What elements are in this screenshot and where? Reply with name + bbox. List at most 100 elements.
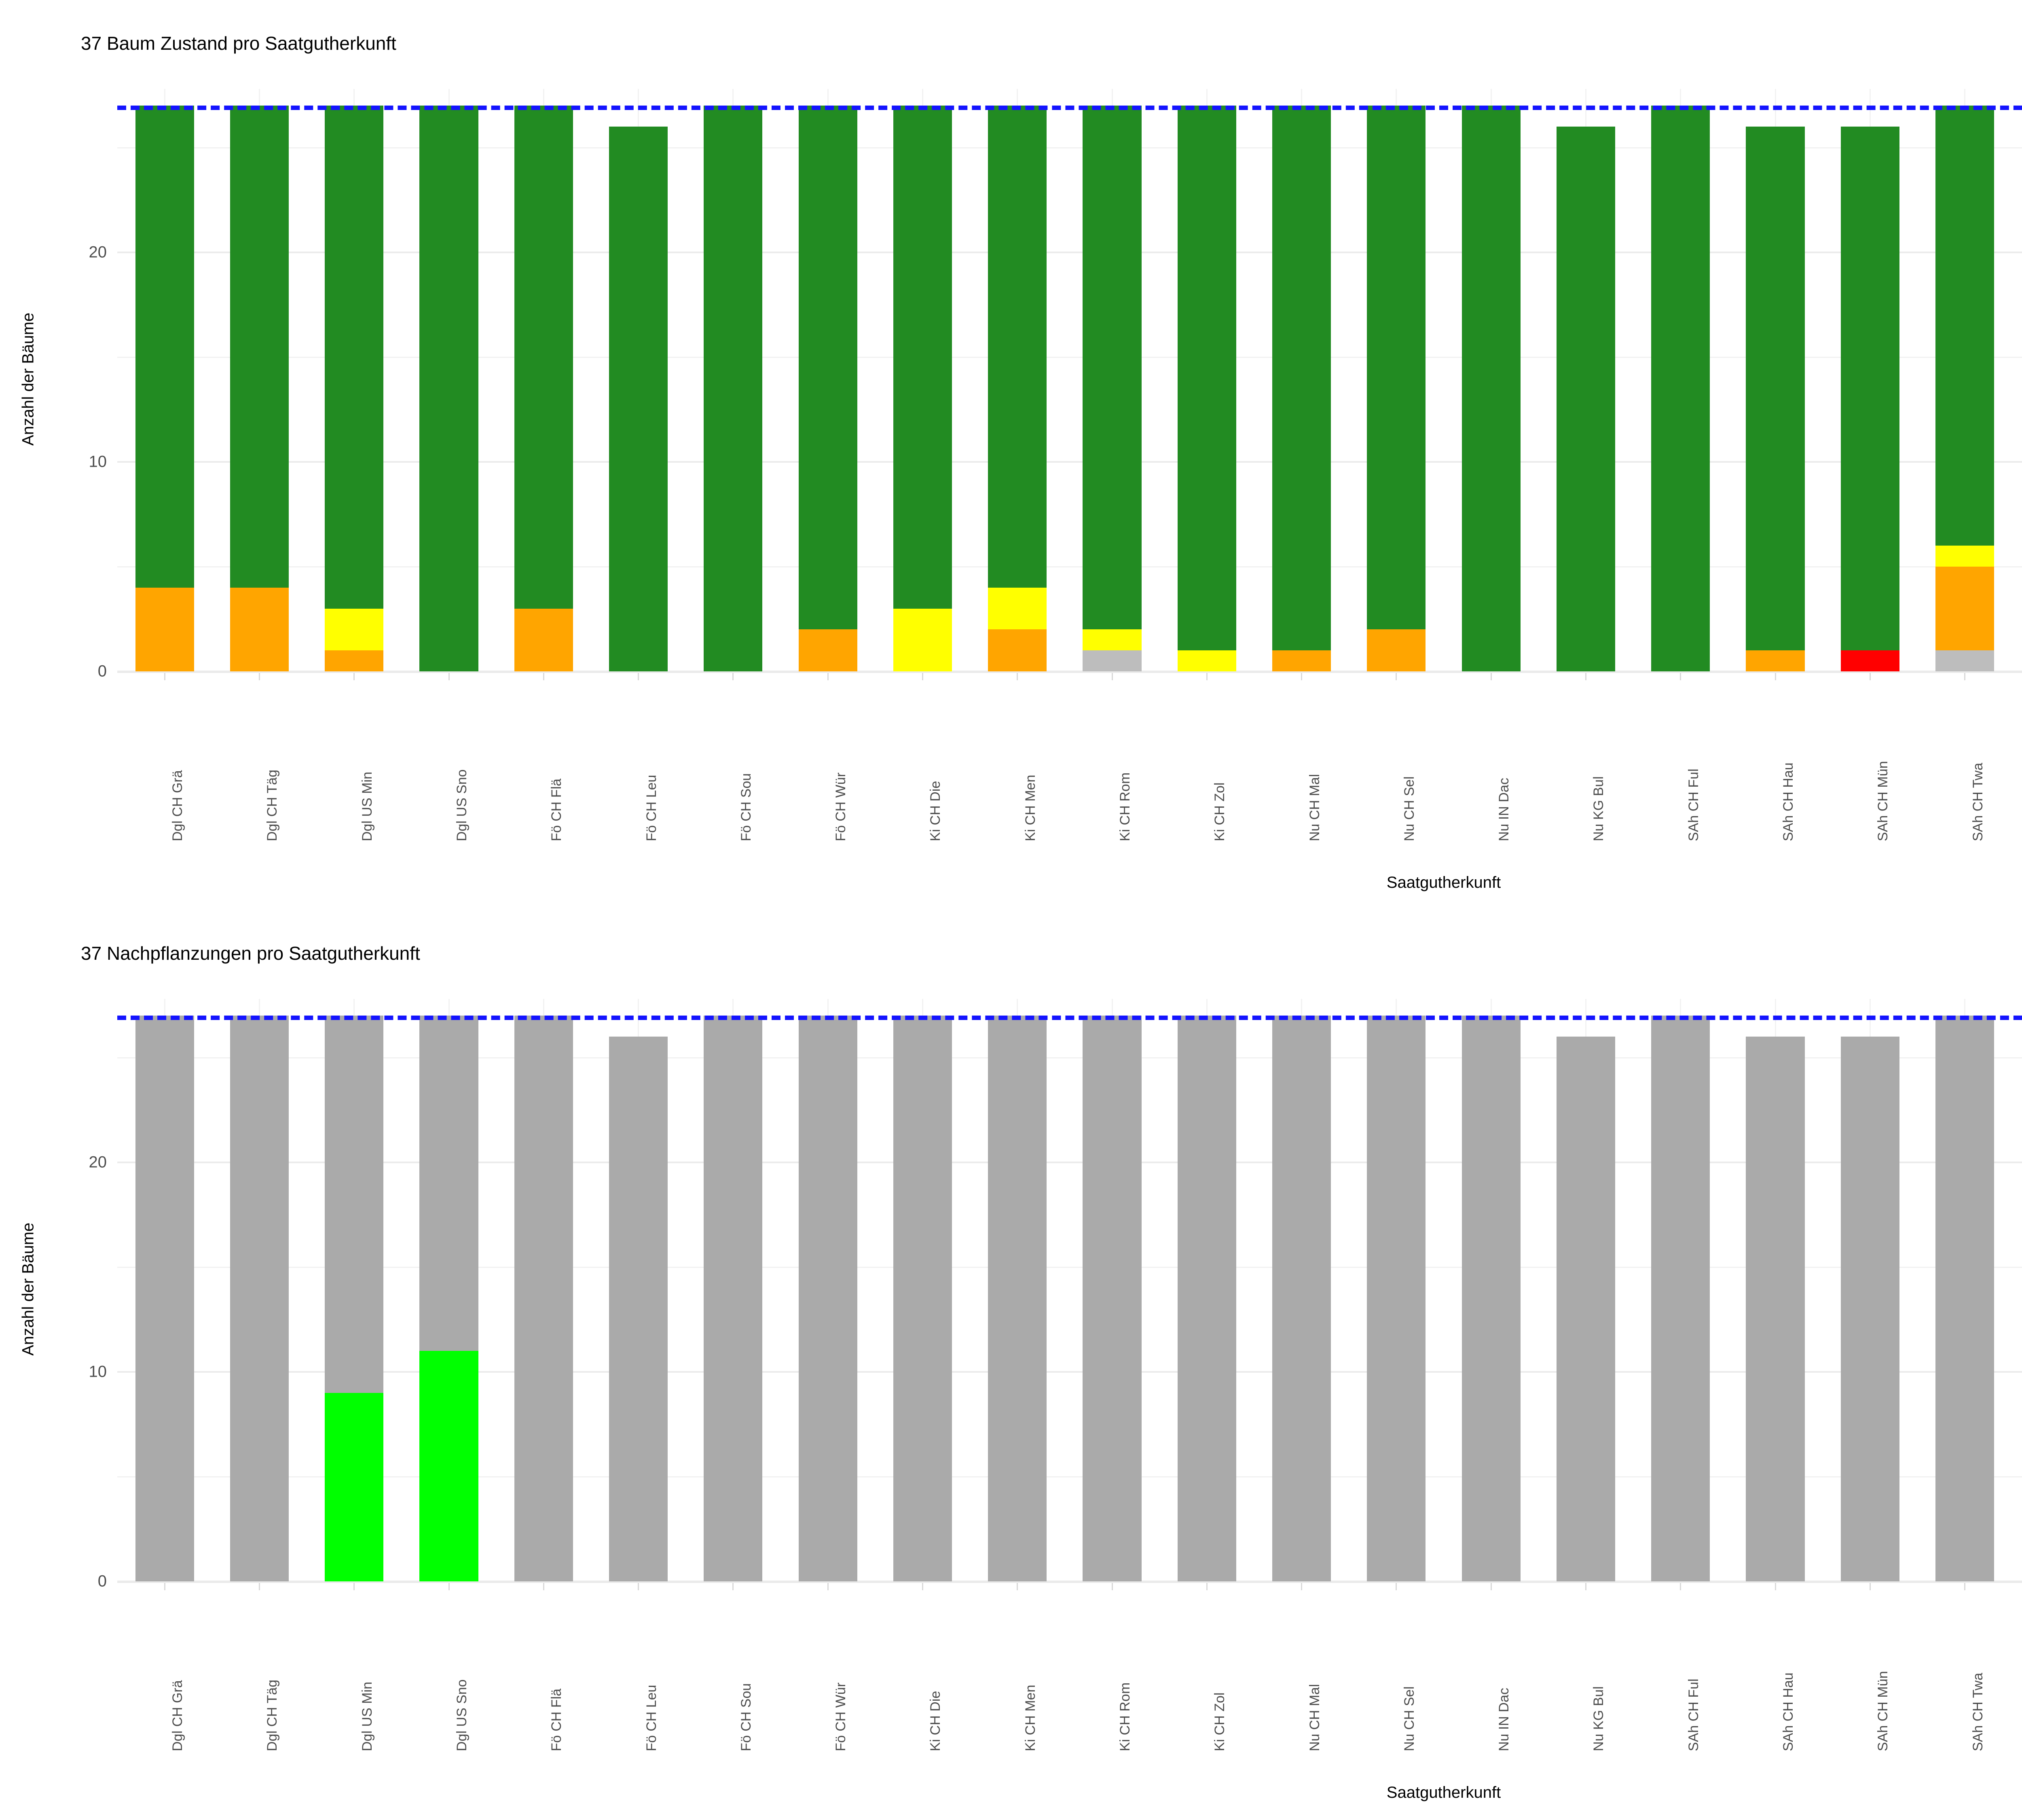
bar-segment: [514, 106, 573, 609]
bar-segment: [1746, 127, 1805, 651]
x-tick-mark: [1490, 673, 1492, 680]
bar-4[interactable]: [514, 89, 573, 671]
x-tick-mark: [1585, 1583, 1586, 1590]
bar-segment: [419, 1016, 478, 1351]
chart-panel-baum-zustand: 37 Baum Zustand pro Saatgutherkunft Anza…: [19, 33, 2022, 891]
x-tick-label-1: Dgl CH Täg: [264, 770, 280, 841]
x-tick-label-13: Nu CH Sel: [1401, 776, 1417, 841]
x-tick-label-2: Dgl US Min: [359, 1682, 375, 1751]
x-tick-label-10: Ki CH Rom: [1117, 1682, 1133, 1751]
bar-segment: [1840, 1037, 1899, 1581]
x-tick-label-15: Nu KG Bul: [1591, 776, 1607, 841]
bar-segment: [1935, 1016, 1995, 1581]
bar-14[interactable]: [1462, 999, 1521, 1581]
bar-8[interactable]: [893, 89, 952, 671]
bar-14[interactable]: [1462, 89, 1521, 671]
bar-segment: [135, 587, 194, 671]
bar-segment: [1083, 629, 1142, 651]
x-tick-label-16: SAh CH Ful: [1686, 1678, 1701, 1752]
bar-9[interactable]: [988, 89, 1047, 671]
bar-11[interactable]: [1177, 89, 1236, 671]
bar-6[interactable]: [704, 999, 763, 1581]
bar-0[interactable]: [135, 89, 194, 671]
bar-12[interactable]: [1272, 89, 1331, 671]
bar-11[interactable]: [1177, 999, 1236, 1581]
bar-13[interactable]: [1367, 999, 1426, 1581]
x-tick-mark: [638, 673, 639, 680]
x-tick-mark: [1301, 673, 1303, 680]
y-gridline-minor: [117, 566, 2022, 567]
y-gridline: [117, 1162, 2022, 1164]
bar-2[interactable]: [325, 999, 384, 1581]
x-tick-label-0: Dgl CH Grä: [170, 770, 186, 841]
x-tick-label-4: Fö CH Flä: [549, 779, 565, 841]
x-axis-line: [117, 671, 2022, 673]
x-tick-mark: [1301, 1583, 1303, 1590]
chart-panel-nachpflanzungen: 37 Nachpflanzungen pro Saatgutherkunft A…: [0, 910, 2022, 1820]
bar-segment: [135, 106, 194, 588]
bar-9[interactable]: [988, 999, 1047, 1581]
y-tick-label: 10: [89, 1363, 107, 1381]
bar-15[interactable]: [1556, 999, 1616, 1581]
x-tick-mark: [1585, 673, 1586, 680]
bar-3[interactable]: [419, 999, 478, 1581]
bar-segment: [1083, 650, 1142, 671]
bar-16[interactable]: [1651, 89, 1710, 671]
bar-18[interactable]: [1840, 999, 1899, 1581]
bar-5[interactable]: [609, 999, 668, 1581]
x-tick-label-16: SAh CH Ful: [1686, 768, 1701, 842]
bar-10[interactable]: [1083, 999, 1142, 1581]
y-gridline: [117, 252, 2022, 254]
bar-3[interactable]: [419, 89, 478, 671]
bar-segment: [1840, 127, 1899, 651]
x-tick-mark: [1680, 1583, 1681, 1590]
x-tick-mark: [732, 1583, 734, 1590]
bar-5[interactable]: [609, 89, 668, 671]
bar-segment: [1177, 1016, 1236, 1581]
x-tick-label-7: Fö CH Wür: [833, 1682, 849, 1751]
bar-segment: [988, 587, 1047, 630]
bar-segment: [514, 608, 573, 671]
bar-1[interactable]: [230, 89, 289, 671]
bar-15[interactable]: [1556, 89, 1616, 671]
x-tick-mark: [1490, 1583, 1492, 1590]
bar-1[interactable]: [230, 999, 289, 1581]
bar-segment: [1935, 650, 1995, 671]
bar-segment: [514, 1016, 573, 1581]
x-tick-mark: [1396, 1583, 1397, 1590]
bar-12[interactable]: [1272, 999, 1331, 1581]
bar-7[interactable]: [798, 999, 857, 1581]
bar-4[interactable]: [514, 999, 573, 1581]
x-tick-mark: [258, 1583, 260, 1590]
bar-segment: [1367, 629, 1426, 671]
x-tick-mark: [922, 673, 923, 680]
bar-7[interactable]: [798, 89, 857, 671]
x-tick-label-9: Ki CH Men: [1022, 775, 1038, 841]
bar-16[interactable]: [1651, 999, 1710, 1581]
bar-segment: [798, 629, 857, 671]
plot-area-nachpflanzungen: 0 10 20 Dgl CH Grä Dgl CH Täg Dgl US Min Dgl U…: [89, 999, 2022, 1751]
bar-17[interactable]: [1746, 999, 1805, 1581]
bar-19[interactable]: [1935, 89, 1995, 671]
bar-13[interactable]: [1367, 89, 1426, 671]
bar-18[interactable]: [1840, 89, 1899, 671]
x-axis-label-bottom: Saatgutherkunft: [1386, 1784, 1501, 1801]
bar-segment: [1746, 1037, 1805, 1581]
x-tick-label-12: Nu CH Mal: [1307, 774, 1322, 841]
bar-2[interactable]: [325, 89, 384, 671]
bar-0[interactable]: [135, 999, 194, 1581]
x-tick-label-19: SAh CH Twa: [1970, 1672, 1986, 1751]
x-tick-label-3: Dgl US Sno: [454, 769, 470, 841]
y-tick-label: 20: [89, 243, 107, 261]
bar-17[interactable]: [1746, 89, 1805, 671]
bar-19[interactable]: [1935, 999, 1995, 1581]
x-axis-line: [117, 1581, 2022, 1583]
x-tick-label-7: Fö CH Wür: [833, 772, 849, 841]
chart-title-nachpflanzungen: 37 Nachpflanzungen pro Saatgutherkunft: [81, 943, 420, 964]
x-tick-label-10: Ki CH Rom: [1117, 772, 1133, 841]
bar-10[interactable]: [1083, 89, 1142, 671]
x-tick-mark: [1680, 673, 1681, 680]
x-tick-mark: [164, 673, 165, 680]
bar-6[interactable]: [704, 89, 763, 671]
bar-8[interactable]: [893, 999, 952, 1581]
